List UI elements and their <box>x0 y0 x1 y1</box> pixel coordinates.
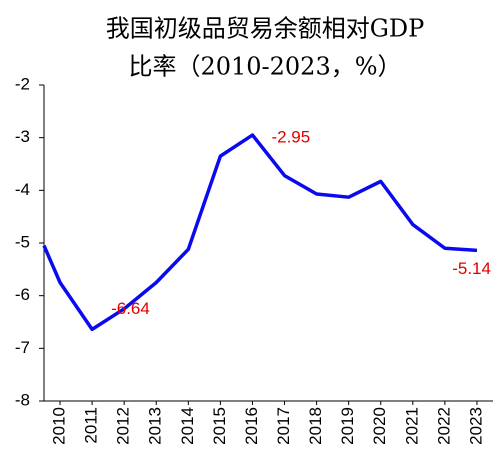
y-tick-label: -4 <box>15 180 30 199</box>
y-tick-label: -8 <box>15 390 30 409</box>
data-label: -5.14 <box>452 259 491 278</box>
x-tick-label: 2010 <box>50 407 69 445</box>
x-tick-label: 2013 <box>146 407 165 445</box>
x-tick-label: 2016 <box>242 407 261 445</box>
y-tick-label: -6 <box>15 285 30 304</box>
x-tick-label: 2011 <box>82 407 101 444</box>
x-tick-label: 2020 <box>370 407 389 445</box>
chart-title: 我国初级品贸易余额相对GDP <box>106 15 425 43</box>
y-tick-label: -2 <box>15 74 30 93</box>
x-tick-label: 2012 <box>114 407 133 445</box>
data-label: -2.95 <box>271 128 310 147</box>
x-tick-label: 2023 <box>466 407 485 445</box>
x-tick-label: 2018 <box>306 407 325 445</box>
y-tick-label: -7 <box>15 338 30 357</box>
y-tick-label: -3 <box>15 127 30 146</box>
x-tick-label: 2014 <box>178 407 197 445</box>
line <box>42 133 478 332</box>
x-tick-label: 2019 <box>338 407 357 445</box>
x-tick-label: 2017 <box>274 407 293 445</box>
y-tick-label: -5 <box>15 232 30 251</box>
x-tick-label: 2022 <box>434 407 453 445</box>
chart-subtitle: 比率（2010-2023，%） <box>128 53 401 81</box>
x-tick-label: 2021 <box>402 407 421 445</box>
x-tick-label: 2015 <box>210 407 229 445</box>
data-label: -6.64 <box>111 299 150 318</box>
